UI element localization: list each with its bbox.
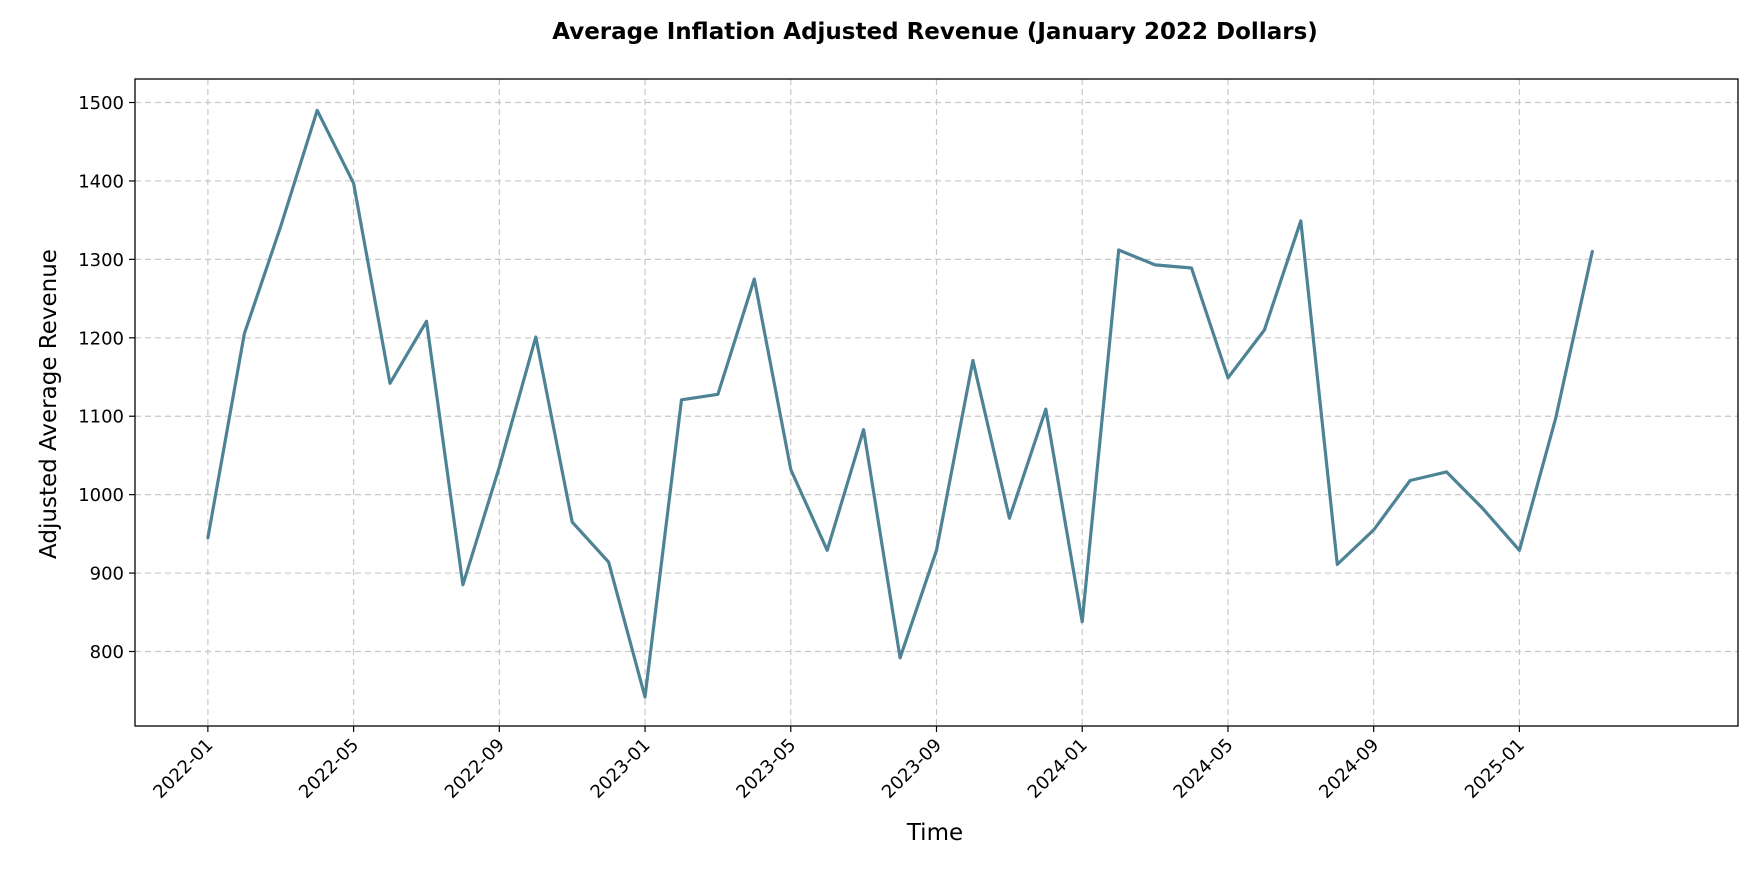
y-tick-label: 1500 xyxy=(78,93,124,114)
x-tick-label: 2024-01 xyxy=(1024,735,1092,803)
x-tick-label: 2022-09 xyxy=(441,735,509,803)
grid-layer xyxy=(135,79,1738,726)
y-tick-label: 900 xyxy=(90,564,124,585)
x-tick-label: 2024-05 xyxy=(1169,735,1237,803)
y-tick-label: 1300 xyxy=(78,250,124,271)
y-axis-label: Adjusted Average Revenue xyxy=(36,249,62,559)
chart-title: Average Inflation Adjusted Revenue (Janu… xyxy=(552,19,1318,45)
y-tick-label: 1100 xyxy=(78,407,124,428)
series-line xyxy=(206,108,1594,699)
x-axis: 2022-01 2022-05 2022-09 2023-01 2023-05 2023-… xyxy=(149,726,1529,803)
y-tick-label: 1000 xyxy=(78,485,124,506)
x-tick-label: 2025-01 xyxy=(1461,735,1529,803)
series-layer xyxy=(206,108,1594,699)
x-tick-label: 2022-05 xyxy=(295,735,363,803)
y-tick-label: 1400 xyxy=(78,171,124,192)
x-tick-label: 2023-01 xyxy=(587,735,655,803)
x-tick-label: 2023-09 xyxy=(878,735,946,803)
x-tick-label: 2024-09 xyxy=(1315,735,1383,803)
y-axis: 800 900 1000 1100 1200 1300 1400 1500 xyxy=(78,93,135,663)
x-tick-label: 2023-05 xyxy=(732,735,800,803)
x-axis-label: Time xyxy=(906,820,963,846)
y-tick-label: 800 xyxy=(90,642,124,663)
y-tick-label: 1200 xyxy=(78,328,124,349)
x-tick-label: 2022-01 xyxy=(149,735,217,803)
